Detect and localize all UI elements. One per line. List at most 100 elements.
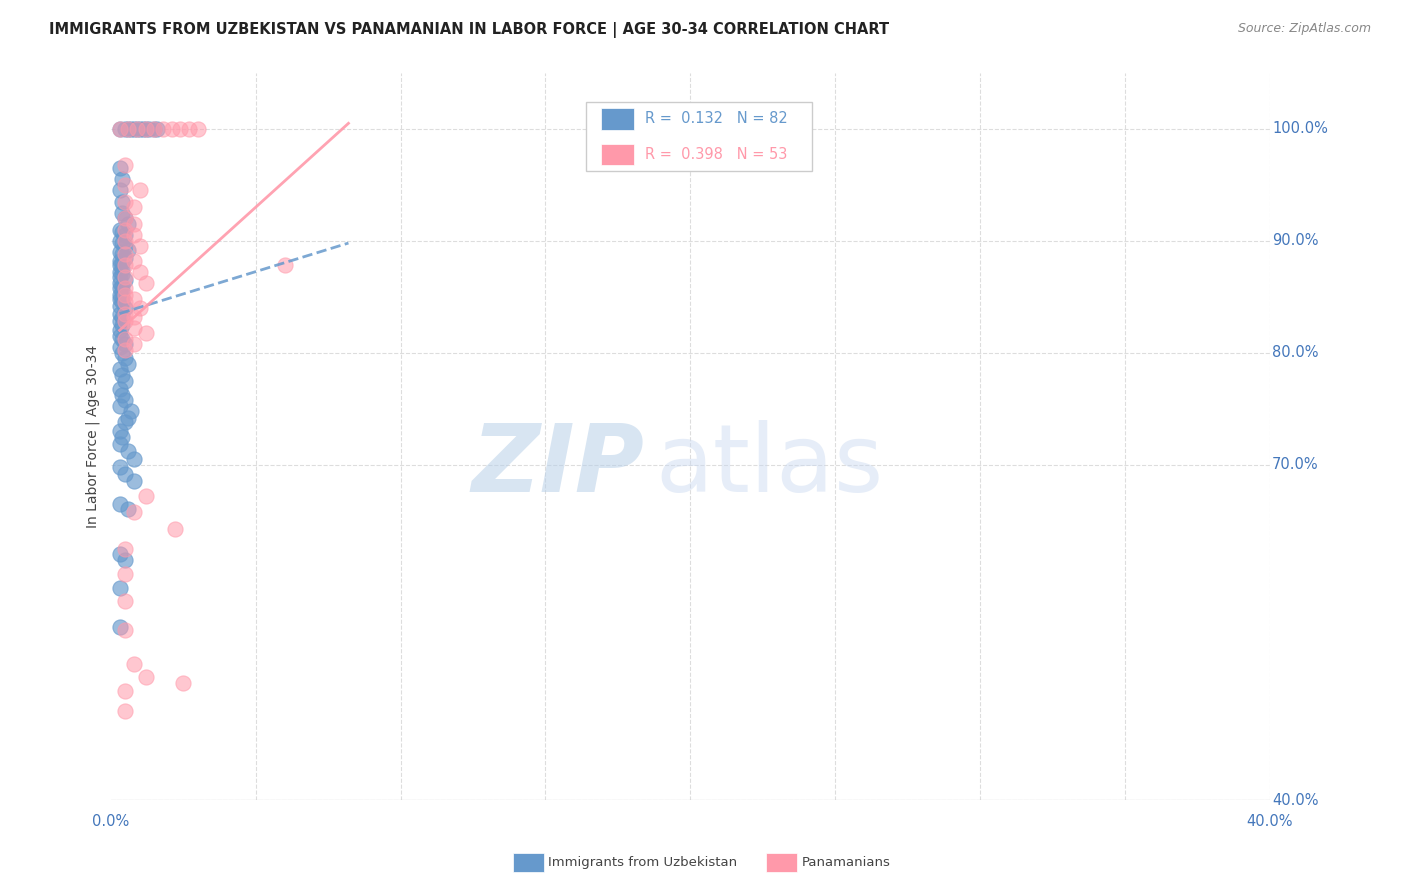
- Point: [117, 502, 139, 516]
- Point: [114, 122, 136, 136]
- Point: [114, 273, 136, 287]
- Point: [111, 368, 134, 382]
- Point: [108, 497, 131, 511]
- Point: [114, 552, 136, 566]
- Point: [108, 437, 131, 451]
- Y-axis label: In Labor Force | Age 30-34: In Labor Force | Age 30-34: [86, 345, 100, 528]
- Point: [108, 277, 131, 291]
- Point: [179, 122, 201, 136]
- Point: [128, 239, 150, 253]
- Point: [111, 194, 134, 209]
- Text: 40.0%: 40.0%: [1272, 793, 1319, 808]
- Text: Panamanians: Panamanians: [801, 856, 890, 869]
- Point: [122, 122, 145, 136]
- Point: [135, 489, 157, 503]
- Point: [122, 254, 145, 268]
- Point: [114, 158, 136, 172]
- Point: [114, 295, 136, 310]
- Point: [135, 326, 157, 340]
- Point: [146, 122, 169, 136]
- Point: [122, 310, 145, 324]
- Point: [122, 657, 145, 671]
- Point: [108, 161, 131, 175]
- Text: 70.0%: 70.0%: [1272, 457, 1319, 472]
- Point: [108, 184, 131, 198]
- Point: [114, 259, 136, 273]
- Text: IMMIGRANTS FROM UZBEKISTAN VS PANAMANIAN IN LABOR FORCE | AGE 30-34 CORRELATION : IMMIGRANTS FROM UZBEKISTAN VS PANAMANIAN…: [49, 22, 890, 38]
- Point: [108, 620, 131, 634]
- Point: [128, 122, 150, 136]
- Text: 0.0%: 0.0%: [93, 814, 129, 829]
- Point: [114, 392, 136, 407]
- Point: [138, 122, 160, 136]
- Point: [114, 683, 136, 698]
- Point: [120, 404, 142, 418]
- Point: [114, 239, 136, 253]
- Point: [128, 184, 150, 198]
- Point: [108, 314, 131, 328]
- Point: [114, 281, 136, 295]
- Point: [111, 290, 134, 304]
- Point: [132, 122, 155, 136]
- Point: [114, 211, 136, 226]
- Point: [111, 332, 134, 346]
- Point: [114, 307, 136, 321]
- Point: [111, 278, 134, 293]
- Point: [114, 269, 136, 284]
- Point: [108, 307, 131, 321]
- Point: [108, 547, 131, 561]
- Point: [108, 122, 131, 136]
- Bar: [602, 108, 634, 129]
- Point: [114, 351, 136, 366]
- Point: [114, 247, 136, 261]
- Point: [111, 345, 134, 359]
- Point: [108, 299, 131, 313]
- Point: [111, 225, 134, 239]
- Point: [114, 415, 136, 429]
- Point: [108, 340, 131, 354]
- Point: [122, 217, 145, 231]
- Point: [114, 228, 136, 243]
- Text: R =  0.398   N = 53: R = 0.398 N = 53: [645, 147, 787, 162]
- Point: [114, 541, 136, 556]
- Point: [111, 429, 134, 443]
- Point: [122, 321, 145, 335]
- Point: [114, 332, 136, 346]
- Text: Source: ZipAtlas.com: Source: ZipAtlas.com: [1237, 22, 1371, 36]
- Point: [111, 284, 134, 298]
- Point: [108, 269, 131, 284]
- Point: [108, 323, 131, 337]
- Point: [187, 122, 209, 136]
- Point: [111, 318, 134, 332]
- Point: [114, 178, 136, 192]
- Text: Immigrants from Uzbekistan: Immigrants from Uzbekistan: [548, 856, 738, 869]
- FancyBboxPatch shape: [586, 102, 811, 171]
- Point: [108, 459, 131, 474]
- Point: [120, 122, 142, 136]
- Point: [135, 277, 157, 291]
- Bar: [602, 144, 634, 165]
- Point: [108, 122, 131, 136]
- Point: [114, 301, 136, 315]
- Point: [114, 251, 136, 265]
- Point: [114, 234, 136, 248]
- Point: [122, 336, 145, 351]
- Point: [108, 259, 131, 273]
- Text: 90.0%: 90.0%: [1272, 234, 1319, 248]
- Point: [117, 122, 139, 136]
- Point: [274, 259, 297, 273]
- Text: 40.0%: 40.0%: [1247, 814, 1294, 829]
- Point: [111, 247, 134, 261]
- Point: [114, 704, 136, 718]
- Point: [122, 475, 145, 489]
- Point: [135, 670, 157, 684]
- Point: [111, 256, 134, 270]
- Point: [122, 505, 145, 519]
- Point: [108, 362, 131, 376]
- Point: [108, 287, 131, 301]
- Point: [172, 675, 194, 690]
- Text: R =  0.132   N = 82: R = 0.132 N = 82: [645, 112, 787, 127]
- Point: [114, 211, 136, 226]
- Point: [108, 424, 131, 438]
- Point: [108, 382, 131, 396]
